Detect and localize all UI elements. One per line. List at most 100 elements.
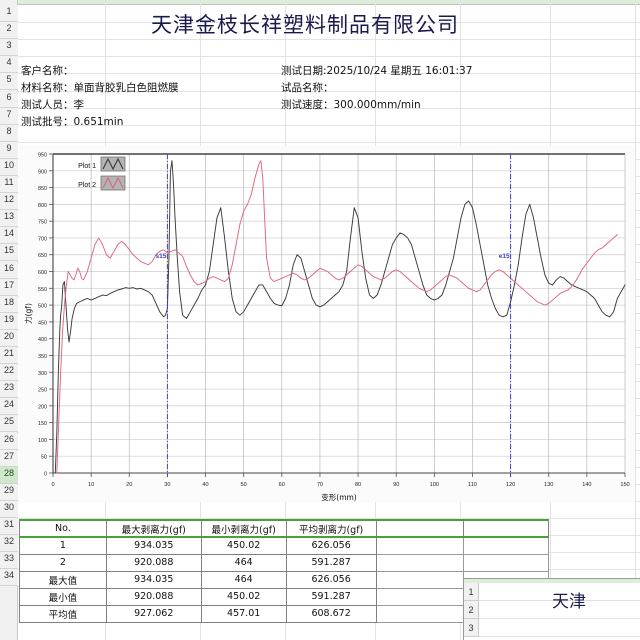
row-header-16[interactable]: 16 (0, 261, 18, 279)
row-header-31[interactable]: 31 (0, 518, 18, 536)
row-header-12[interactable]: 12 (0, 193, 18, 211)
page-title: 天津金枝长祥塑料制品有限公司 (151, 13, 459, 37)
table-cell: 934.035 (105, 570, 202, 589)
table-cell: 920.088 (105, 587, 202, 606)
tick-label-x: 60 (279, 482, 285, 488)
row-header-20[interactable]: 20 (0, 329, 18, 347)
tick-label-y: 850 (38, 186, 47, 192)
row-header-34[interactable]: 34 (0, 569, 18, 587)
row-header-28[interactable]: 28 (0, 466, 18, 484)
table-cell: 626.056 (285, 570, 377, 589)
row-header-18[interactable]: 18 (0, 295, 18, 313)
tick-label-y: 750 (38, 220, 47, 226)
row-header-27[interactable]: 27 (0, 449, 18, 467)
tick-label-x: 40 (202, 482, 208, 488)
overlay-gridline (479, 636, 640, 637)
row-header-7[interactable]: 7 (0, 107, 18, 125)
secondary-spreadsheet-window[interactable]: 1 2 3 天津 (463, 578, 640, 640)
table-cell: 450.02 (200, 536, 287, 555)
x-axis-label: 变形(mm) (321, 492, 357, 502)
row-header-4[interactable]: 4 (0, 56, 18, 74)
row-header-10[interactable]: 10 (0, 158, 18, 176)
series-line-plot-1 (54, 160, 626, 474)
tick-label-x: 140 (582, 482, 591, 488)
column-header-strip[interactable] (0, 0, 640, 5)
table-cell: 最大值 (19, 570, 107, 589)
tick-label-y: 800 (38, 203, 47, 209)
table-cell (375, 536, 465, 555)
row-header-26[interactable]: 26 (0, 432, 18, 450)
tick-label-x: 70 (317, 482, 323, 488)
row-header-22[interactable]: 22 (0, 364, 18, 382)
table-header-row: No. 最大剥离力(gf) 最小剥离力(gf) 平均剥离力(gf) (19, 519, 549, 538)
plot-background (53, 154, 625, 473)
table-cell: 626.056 (285, 536, 377, 555)
gridline-horizontal (18, 124, 640, 126)
row-header-3[interactable]: 3 (0, 39, 18, 57)
table-cell (463, 536, 549, 555)
tick-label-x: 80 (355, 482, 361, 488)
row-header-9[interactable]: 9 (0, 141, 18, 159)
y-axis-label: 力(gf) (23, 303, 33, 324)
table-header-cell: No. (19, 519, 107, 538)
tick-label-y: 200 (38, 404, 47, 410)
tick-label-y: 900 (38, 169, 47, 175)
legend-label-1: Plot 1 (78, 163, 96, 170)
row-header-24[interactable]: 24 (0, 398, 18, 416)
marker-label-s15: s15 (156, 253, 167, 260)
tick-label-y: 250 (38, 388, 47, 394)
row-header-29[interactable]: 29 (0, 483, 18, 501)
legend-label-2: Plot 2 (78, 182, 96, 189)
row-header-23[interactable]: 23 (0, 381, 18, 399)
table-cell: 464 (200, 553, 287, 572)
row-header-1[interactable]: 1 (0, 5, 18, 23)
tick-label-x: 30 (164, 482, 170, 488)
row-header-17[interactable]: 17 (0, 278, 18, 296)
overlay-row-header-3[interactable]: 3 (464, 619, 479, 637)
table-header-cell: 最小剥离力(gf) (200, 519, 287, 538)
overlay-row-header-2[interactable]: 2 (464, 601, 479, 619)
row-header-6[interactable]: 6 (0, 90, 18, 108)
row-header-13[interactable]: 13 (0, 210, 18, 228)
marker-label-e15: e15 (499, 253, 510, 260)
peel-force-chart[interactable]: 0 50 100 150 200 250 300 350 400 450 500 550 600 650 7… (19, 146, 635, 502)
tick-label-x: 0 (51, 482, 54, 488)
tick-label-y: 100 (38, 438, 47, 444)
table-cell (463, 553, 549, 572)
row-header-11[interactable]: 11 (0, 176, 18, 194)
gridline-horizontal (18, 107, 640, 109)
table-cell: 927.062 (105, 604, 202, 623)
gridline-horizontal (18, 90, 640, 92)
row-header-5[interactable]: 5 (0, 73, 18, 91)
row-header-33[interactable]: 33 (0, 552, 18, 570)
row-header-30[interactable]: 30 (0, 500, 18, 518)
table-cell: 934.035 (105, 536, 202, 555)
tick-label-y: 0 (44, 472, 47, 478)
test-speed-label: 测试速度：300.000mm/min (281, 99, 421, 111)
gridline-vertical (635, 0, 636, 640)
row-header-32[interactable]: 32 (0, 535, 18, 553)
tick-label-y: 650 (38, 253, 47, 259)
sample-name-label: 试品名称： (281, 82, 334, 94)
row-header-25[interactable]: 25 (0, 415, 18, 433)
customer-name-label: 客户名称： (21, 65, 74, 77)
row-header-15[interactable]: 15 (0, 244, 18, 262)
row-header-2[interactable]: 2 (0, 22, 18, 40)
chart-canvas: 0501001502002503003504004505005506006507… (23, 153, 630, 503)
results-table: No. 最大剥离力(gf) 最小剥离力(gf) 平均剥离力(gf) 1 934.035 45… (19, 519, 549, 623)
tick-label-y: 50 (41, 455, 47, 461)
tick-label-y: 300 (38, 371, 47, 377)
table-cell (375, 553, 465, 572)
row-header-8[interactable]: 8 (0, 124, 18, 142)
table-cell: 450.02 (200, 587, 287, 606)
gridline-horizontal (18, 73, 640, 75)
row-header-14[interactable]: 14 (0, 227, 18, 245)
tick-label-y: 500 (38, 304, 47, 310)
test-date-label: 测试日期:2025/10/24 星期五 16:01:37 (281, 65, 473, 77)
row-header-19[interactable]: 19 (0, 312, 18, 330)
table-cell: 最小值 (19, 587, 107, 606)
row-header-21[interactable]: 21 (0, 347, 18, 365)
table-cell (375, 587, 465, 606)
overlay-row-header-1[interactable]: 1 (464, 583, 479, 601)
tick-label-y: 700 (38, 236, 47, 242)
